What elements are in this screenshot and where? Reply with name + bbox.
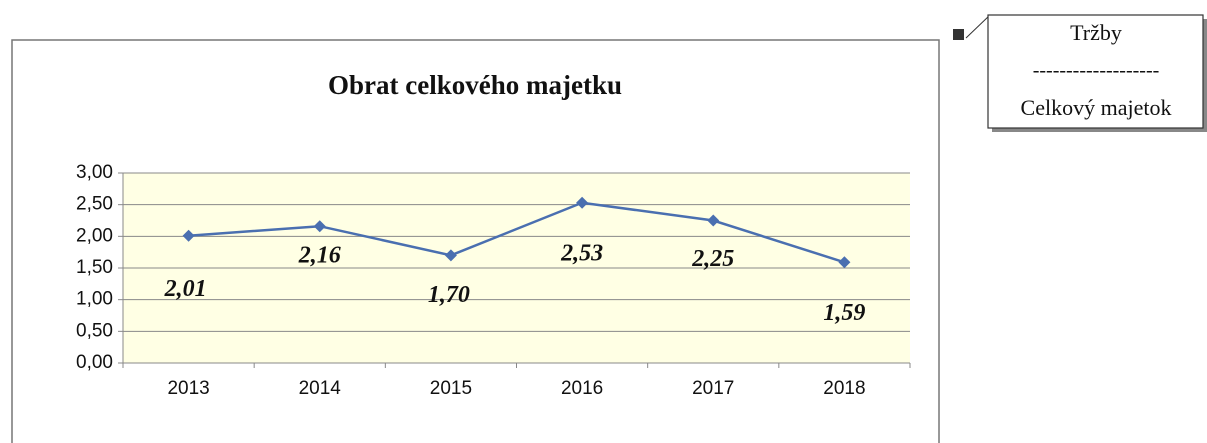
- formula-numerator: Tržby: [1070, 20, 1122, 45]
- series-line: [188, 201, 845, 264]
- y-tick-label: 0,00: [76, 352, 113, 373]
- chart-title: Obrat celkového majetku: [328, 70, 622, 100]
- x-tick-label: 2018: [823, 378, 865, 399]
- data-label: 1,70: [428, 282, 470, 308]
- data-label: 2,01: [164, 276, 207, 302]
- callout-line: [965, 14, 991, 39]
- marker-square: [953, 29, 964, 40]
- y-tick-label: 0,50: [76, 320, 113, 341]
- data-point: [444, 249, 457, 262]
- formula-separator: -------------------: [1033, 60, 1160, 82]
- data-point: [838, 256, 851, 269]
- x-tick-label: 2016: [561, 378, 603, 399]
- data-label: 2,53: [560, 240, 603, 266]
- data-label: 1,59: [823, 300, 865, 326]
- x-tick-label: 2014: [299, 378, 342, 399]
- data-point: [576, 196, 589, 209]
- x-tick-label: 2015: [430, 378, 472, 399]
- data-label: 2,16: [298, 243, 341, 269]
- data-point: [313, 220, 326, 233]
- y-tick-label: 1,00: [76, 289, 113, 310]
- data-point: [707, 214, 720, 227]
- data-point: [182, 229, 195, 242]
- x-tick-label: 2013: [167, 378, 209, 399]
- y-tick-label: 3,00: [76, 162, 113, 183]
- y-tick-label: 2,50: [76, 194, 113, 215]
- formula-denominator: Celkový majetok: [1021, 95, 1172, 120]
- x-tick-label: 2017: [692, 378, 734, 399]
- data-label: 2,25: [691, 246, 734, 272]
- formula-box: [987, 14, 1204, 129]
- y-tick-label: 2,00: [76, 225, 113, 246]
- y-tick-label: 1,50: [76, 257, 113, 278]
